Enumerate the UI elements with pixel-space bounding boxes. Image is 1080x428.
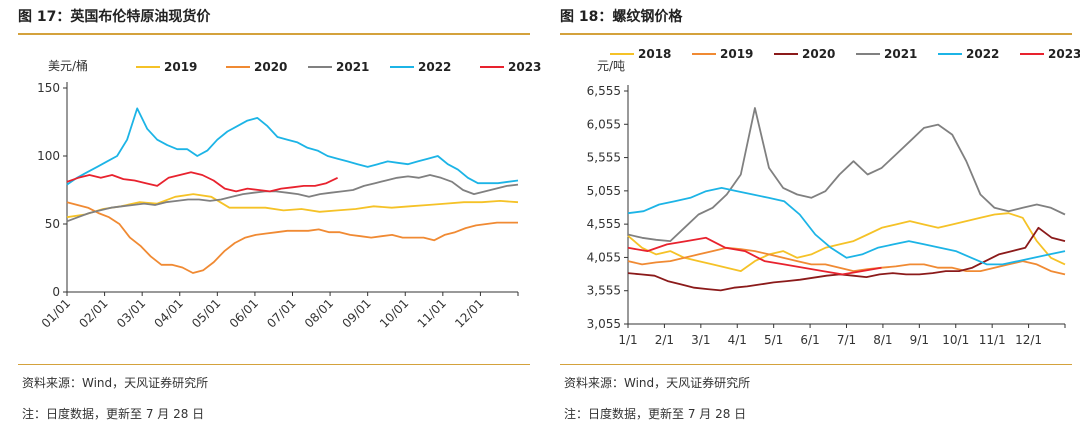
legend-item-2023: 2023: [480, 60, 541, 74]
legend-label: 2018: [638, 47, 671, 61]
figure-title: 图 18：螺纹钢价格: [560, 9, 683, 25]
x-tick-label: 05/01: [189, 296, 223, 330]
legend-item-2022: 2022: [390, 60, 451, 74]
figure-title: 图 17：英国布伦特原油现货价: [18, 9, 211, 25]
y-tick-label: 100: [37, 149, 60, 163]
series-line-2021: [627, 107, 1066, 243]
x-tick-label: 04/01: [152, 296, 186, 330]
x-tick-label: 12/01: [452, 296, 486, 330]
series-line-2022: [66, 107, 519, 186]
series-line-2023: [627, 236, 882, 276]
legend-label: 2022: [418, 60, 451, 74]
title-rule: [18, 33, 530, 35]
series-line-2019: [66, 193, 519, 219]
legend-label: 2019: [164, 60, 197, 74]
y-tick-label: 4,555: [587, 217, 621, 231]
y-tick-label: 50: [45, 217, 60, 231]
source-text: 资料来源：Wind，天风证券研究所: [22, 376, 209, 390]
legend-item-2020: 2020: [226, 60, 287, 74]
footer-rule: [18, 364, 530, 365]
series-line-2019: [627, 246, 1066, 276]
x-tick-label: 01/01: [39, 296, 73, 330]
note-text: 注：日度数据，更新至 7 月 28 日: [22, 407, 205, 421]
x-tick-label: 8/1: [873, 333, 892, 347]
source-text: 资料来源：Wind，天风证券研究所: [564, 376, 751, 390]
series-line-2020: [627, 226, 1066, 292]
y-tick-label: 150: [37, 81, 60, 95]
x-tick-label: 4/1: [728, 333, 747, 347]
x-tick-label: 1/1: [618, 333, 637, 347]
x-tick-label: 10/1: [942, 333, 969, 347]
legend-label: 2021: [336, 60, 369, 74]
legend-label: 2020: [254, 60, 287, 74]
x-tick-label: 12/1: [1015, 333, 1042, 347]
y-tick-label: 3,555: [587, 284, 621, 298]
y-tick-label: 6,055: [587, 117, 621, 131]
legend-label: 2022: [966, 47, 999, 61]
legend-item-2020: 2020: [774, 47, 835, 61]
x-tick-label: 9/1: [910, 333, 929, 347]
x-tick-label: 02/01: [76, 296, 110, 330]
y-tick-label: 5,555: [587, 151, 621, 165]
footer-rule: [560, 364, 1072, 365]
legend-label: 2023: [1048, 47, 1080, 61]
legend-item-2019: 2019: [692, 47, 753, 61]
y-tick-label: 0: [52, 285, 60, 299]
legend-item-2019: 2019: [136, 60, 197, 74]
x-tick-label: 3/1: [691, 333, 710, 347]
y-tick-label: 3,055: [587, 317, 621, 331]
x-tick-label: 5/1: [764, 333, 783, 347]
series-line-2023: [66, 171, 338, 193]
legend-label: 2020: [802, 47, 835, 61]
y-tick-label: 5,055: [587, 184, 621, 198]
x-tick-label: 2/1: [655, 333, 674, 347]
legend-item-2021: 2021: [308, 60, 369, 74]
panel-brent: 图 17：英国布伦特原油现货价 美元/桶 2019 2020 2021 2022 2023…: [18, 0, 541, 428]
series-line-2021: [66, 174, 519, 223]
x-tick-label: 08/01: [302, 296, 336, 330]
x-tick-label: 10/01: [377, 296, 411, 330]
legend-label: 2021: [884, 47, 917, 61]
note-text: 注：日度数据，更新至 7 月 28 日: [564, 407, 747, 421]
y-tick-label: 6,555: [587, 84, 621, 98]
panel-rebar: 图 18：螺纹钢价格 元/吨 2018 2019 2020 2021 2022 2023 3,…: [560, 0, 1080, 428]
title-rule: [560, 33, 1072, 35]
series-line-2018: [627, 212, 1066, 273]
legend-item-2018: 2018: [610, 47, 671, 61]
x-tick-label: 07/01: [264, 296, 298, 330]
series-line-2020: [66, 201, 518, 274]
rebar-chart: 元/吨 2018 2019 2020 2021 2022 2023 3,055 3,555 4,0…: [587, 47, 1080, 347]
x-tick-label: 09/01: [339, 296, 373, 330]
x-tick-label: 03/01: [114, 296, 148, 330]
x-tick-label: 6/1: [800, 333, 819, 347]
brent-chart: 美元/桶 2019 2020 2021 2022 2023 0 50 100 150 01/01 02…: [37, 58, 541, 331]
x-tick-label: 11/01: [415, 296, 449, 330]
x-tick-label: 7/1: [837, 333, 856, 347]
legend-label: 2019: [720, 47, 753, 61]
y-tick-label: 4,055: [587, 250, 621, 264]
x-tick-label: 06/01: [227, 296, 261, 330]
x-tick-label: 11/1: [979, 333, 1006, 347]
series-line-2022: [627, 186, 1066, 266]
y-unit-label: 元/吨: [597, 59, 625, 73]
legend-label: 2023: [508, 60, 541, 74]
legend-item-2021: 2021: [856, 47, 917, 61]
legend-item-2022: 2022: [938, 47, 999, 61]
legend-item-2023: 2023: [1020, 47, 1080, 61]
y-unit-label: 美元/桶: [48, 58, 88, 73]
